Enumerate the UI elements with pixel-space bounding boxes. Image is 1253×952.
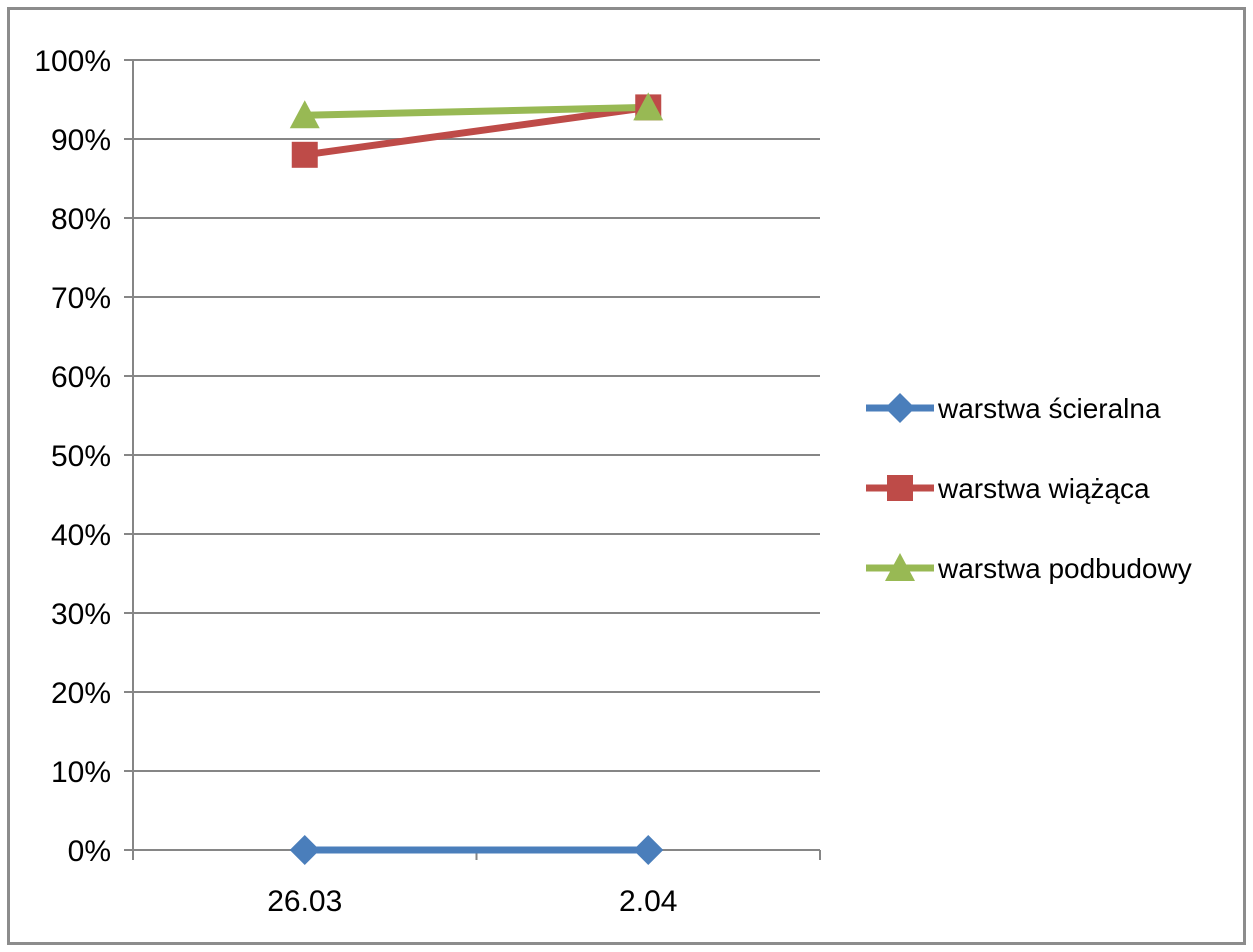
- data-point-3: [289, 100, 320, 129]
- y-tick-label: 80%: [51, 203, 111, 236]
- series-line-3: [304, 103, 649, 119]
- y-tick-label: 30%: [51, 598, 111, 631]
- legend-label-3: warstwa podbudowy: [937, 553, 1192, 584]
- legend-marker-1: [885, 393, 915, 423]
- y-tick-label: 40%: [51, 519, 111, 552]
- data-point-2: [291, 141, 318, 168]
- legend-label-1: warstwa ścieralna: [937, 393, 1161, 424]
- data-point-3: [633, 92, 664, 121]
- y-tick-label: 90%: [51, 124, 111, 157]
- data-point-1: [289, 835, 320, 865]
- y-tick-label: 60%: [51, 361, 111, 394]
- series-line-2: [304, 103, 649, 159]
- y-tick-label: 100%: [34, 45, 111, 78]
- x-tick-label: 26.03: [267, 885, 342, 918]
- chart-frame: [7, 7, 1246, 945]
- y-tick-label: 0%: [68, 835, 111, 868]
- y-tick-label: 10%: [51, 756, 111, 789]
- y-tick-label: 50%: [51, 440, 111, 473]
- legend-marker-3: [885, 553, 915, 581]
- y-tick-label: 20%: [51, 677, 111, 710]
- legend-marker-2: [887, 475, 913, 501]
- x-tick-label: 2.04: [619, 885, 677, 918]
- y-tick-label: 70%: [51, 282, 111, 315]
- legend-label-2: warstwa wiążąca: [937, 473, 1150, 504]
- data-point-1: [633, 835, 664, 865]
